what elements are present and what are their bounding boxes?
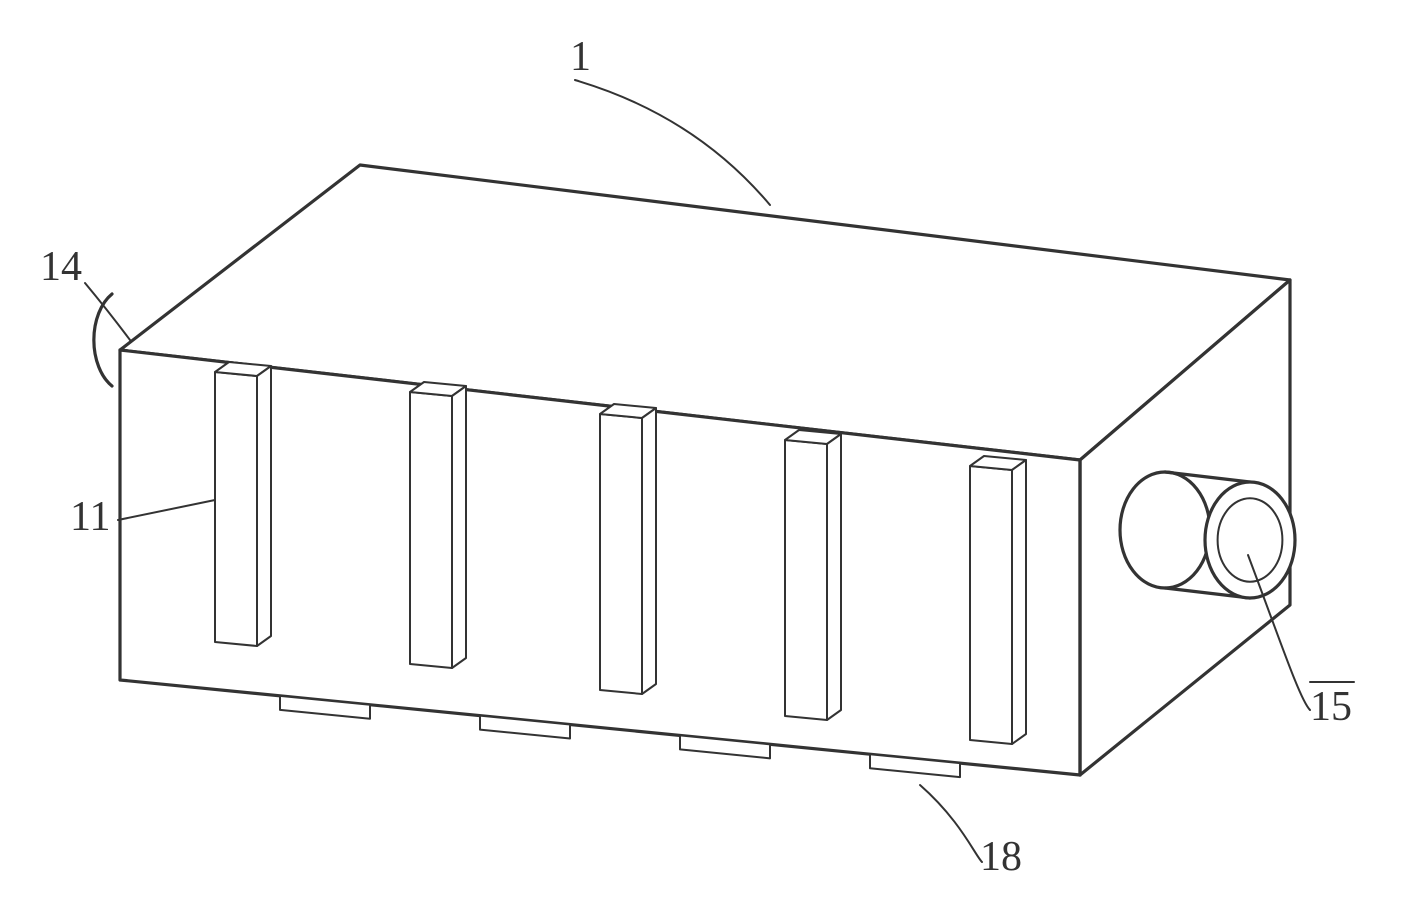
ref-label-14: 14 (40, 244, 82, 290)
ref-label-1: 1 (570, 34, 591, 80)
ref-label-18: 18 (980, 834, 1022, 880)
ref-label-15: 15 (1310, 684, 1352, 730)
patent-figure: 1 14 11 15 18 (0, 0, 1403, 907)
ref-label-11: 11 (70, 494, 110, 540)
